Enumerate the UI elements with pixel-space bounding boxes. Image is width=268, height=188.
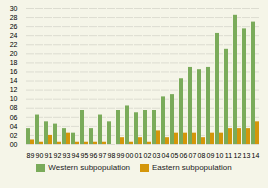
svg-text:16: 16 [10, 68, 18, 75]
svg-text:07: 07 [189, 152, 197, 159]
svg-text:28: 28 [10, 14, 18, 21]
svg-text:91: 91 [45, 152, 53, 159]
svg-text:04: 04 [10, 123, 18, 130]
svg-text:92: 92 [54, 152, 62, 159]
svg-text:06: 06 [10, 114, 18, 121]
svg-text:93: 93 [63, 152, 71, 159]
svg-text:18: 18 [10, 59, 18, 66]
svg-text:22: 22 [10, 41, 18, 48]
svg-text:11: 11 [225, 152, 232, 159]
svg-text:20: 20 [10, 50, 18, 57]
svg-text:97: 97 [99, 152, 107, 159]
svg-text:10: 10 [216, 152, 224, 159]
svg-text:02: 02 [10, 132, 18, 139]
svg-text:26: 26 [10, 23, 18, 30]
svg-text:90: 90 [36, 152, 44, 159]
svg-text:12: 12 [234, 152, 242, 159]
svg-text:02: 02 [144, 152, 152, 159]
svg-text:95: 95 [81, 152, 89, 159]
svg-text:09: 09 [207, 152, 215, 159]
svg-text:13: 13 [243, 152, 251, 159]
svg-text:03: 03 [153, 152, 161, 159]
svg-text:24: 24 [10, 32, 18, 39]
svg-text:89: 89 [27, 152, 35, 159]
html-text:Eastern subpopulation: Eastern subpopulation [152, 163, 232, 172]
svg-text:14: 14 [10, 77, 18, 84]
svg-text:99: 99 [117, 152, 125, 159]
svg-text:04: 04 [162, 152, 170, 159]
svg-text:08: 08 [10, 104, 18, 111]
svg-text:12: 12 [10, 86, 18, 93]
svg-text:00: 00 [10, 141, 18, 148]
svg-text:06: 06 [180, 152, 188, 159]
svg-text:30: 30 [10, 5, 18, 12]
html-text:Western subpopulation: Western subpopulation [48, 163, 130, 172]
svg-text:96: 96 [90, 152, 98, 159]
svg-text:14: 14 [252, 152, 260, 159]
svg-text:01: 01 [135, 152, 143, 159]
svg-text:10: 10 [10, 95, 18, 102]
svg-text:98: 98 [108, 152, 116, 159]
svg-text:00: 00 [126, 152, 134, 159]
svg-text:08: 08 [198, 152, 206, 159]
svg-text:05: 05 [171, 152, 179, 159]
svg-text:94: 94 [72, 152, 80, 159]
